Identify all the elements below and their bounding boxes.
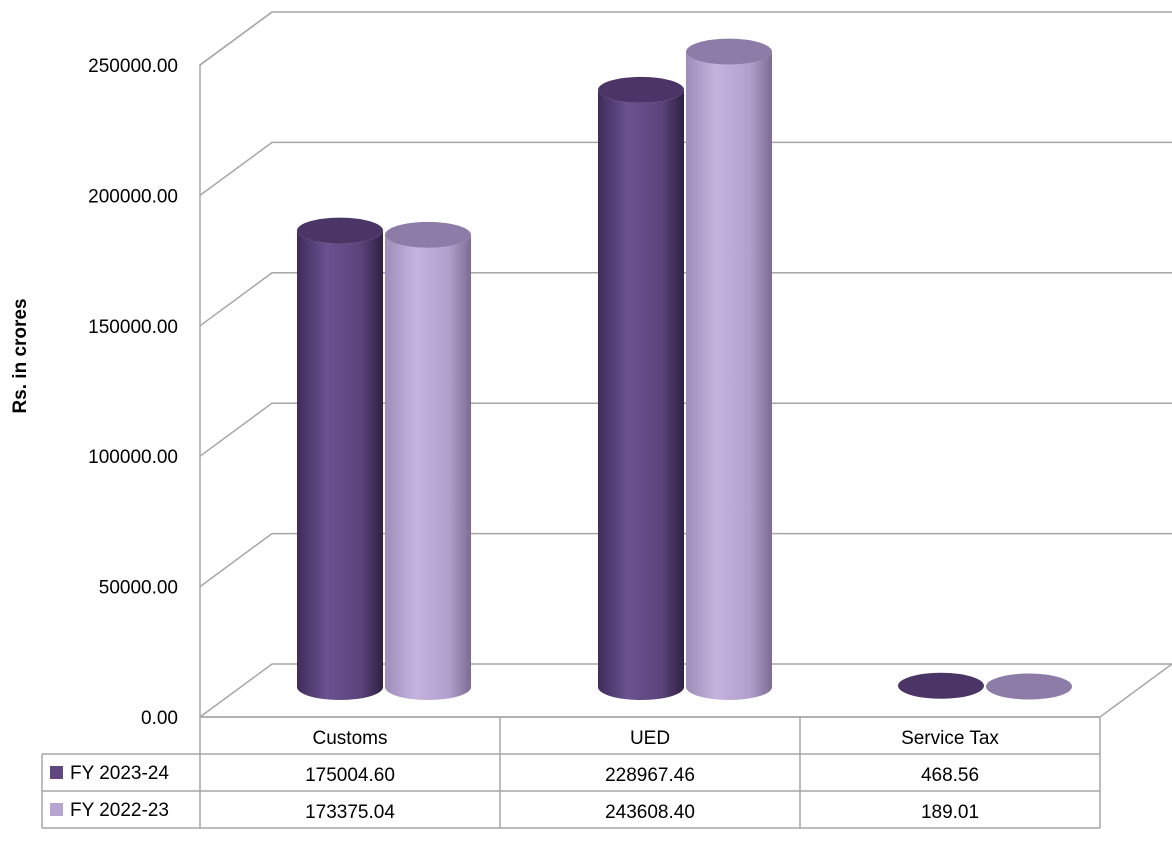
bar (297, 217, 383, 700)
bar (686, 38, 772, 700)
bar-top (986, 673, 1072, 700)
x-category-label: UED (630, 728, 670, 749)
bar (598, 76, 684, 701)
gridline (199, 402, 1172, 457)
data-label: 243608.40 (605, 802, 695, 823)
data-label: 173375.04 (305, 802, 395, 823)
bar-body (686, 51, 772, 700)
bar-top (297, 217, 383, 244)
y-axis-tick-labels: 0.00 50000.00 100000.00 150000.00 200000.00 2… (88, 56, 178, 729)
y-tick-label: 50000.00 (99, 578, 178, 599)
data-table: Customs UED Service Tax FY 2023-24 175004.60… (41, 716, 1101, 829)
data-label: 189.01 (921, 802, 979, 823)
bar-top (686, 38, 772, 65)
legend-entry: FY 2022-23 (70, 800, 169, 821)
x-category-label: Service Tax (901, 728, 999, 749)
bar (385, 221, 471, 700)
gridline (199, 141, 1172, 197)
gridline (199, 11, 1172, 66)
bar-top (385, 221, 471, 248)
y-axis-label: Rs. in crores (10, 298, 31, 413)
legend-swatch (50, 766, 63, 779)
bar-body (598, 89, 684, 701)
back-wall-edge (199, 11, 273, 717)
bar-body (297, 230, 383, 700)
x-category-label: Customs (313, 728, 388, 749)
gridline (199, 663, 1172, 718)
bar (898, 672, 984, 699)
legend-swatch (50, 803, 63, 816)
bar-top (598, 76, 684, 103)
legend-entry: FY 2023-24 (70, 763, 169, 784)
bar-top (898, 672, 984, 699)
gridline (199, 272, 1172, 327)
data-label: 468.56 (921, 765, 979, 786)
bars (297, 38, 1072, 701)
data-label: 175004.60 (305, 765, 395, 786)
y-tick-label: 100000.00 (88, 447, 178, 468)
y-tick-label: 200000.00 (88, 186, 178, 207)
data-label: 228967.46 (605, 765, 695, 786)
y-tick-label: 250000.00 (88, 56, 178, 77)
bar-body (385, 234, 471, 700)
gridlines (199, 11, 1172, 718)
y-tick-label: 0.00 (141, 708, 178, 729)
bar (986, 673, 1072, 700)
gridline (199, 532, 1172, 588)
y-tick-label: 150000.00 (88, 317, 178, 338)
